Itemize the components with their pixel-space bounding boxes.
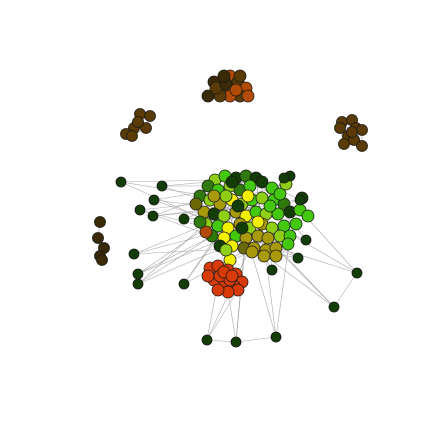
peripheral-node (178, 278, 190, 290)
central-node (219, 243, 233, 257)
peripheral-node (147, 210, 159, 222)
graph-edge (275, 247, 335, 308)
central-node (261, 231, 275, 245)
graph-edge (137, 235, 213, 285)
peripheral-node (178, 213, 190, 225)
upper-left-cluster-node (144, 110, 156, 122)
peripheral-node (132, 268, 144, 280)
central-node (245, 245, 259, 259)
central-node (251, 215, 265, 229)
central-node (263, 199, 277, 213)
central-node (255, 175, 269, 189)
central-node (193, 215, 207, 229)
central-node (225, 175, 239, 189)
peripheral-node (270, 331, 282, 343)
right-cluster-node (356, 140, 368, 152)
peripheral-node (128, 248, 140, 260)
upper-left-cluster-node (132, 116, 144, 128)
top-cluster-node (201, 89, 215, 103)
peripheral-node (351, 267, 363, 279)
orange-red-node (225, 269, 239, 283)
left-cluster-node (94, 216, 106, 228)
central-node (199, 225, 213, 239)
peripheral-node (266, 264, 278, 276)
right-cluster-node (338, 138, 350, 150)
central-node (231, 199, 245, 213)
peripheral-node (230, 336, 242, 348)
right-cluster-node (334, 122, 346, 134)
top-cluster-node (233, 69, 247, 83)
peripheral-node (134, 204, 146, 216)
central-node (235, 221, 249, 235)
orange-red-node (201, 269, 215, 283)
upper-left-cluster-node (140, 122, 152, 134)
peripheral-node (156, 180, 168, 192)
peripheral-node (201, 334, 213, 346)
graph-edge (275, 235, 291, 338)
peripheral-node (148, 194, 160, 206)
central-node (301, 209, 315, 223)
central-node (289, 217, 303, 231)
peripheral-node (300, 234, 312, 246)
central-node (241, 189, 255, 203)
peripheral-node (292, 252, 304, 264)
right-cluster-node (356, 124, 368, 136)
graph-edge (206, 289, 239, 341)
right-cluster-node (346, 126, 358, 138)
graph-edge (120, 179, 216, 183)
central-node (207, 189, 221, 203)
peripheral-node (294, 194, 306, 206)
central-node (273, 187, 287, 201)
top-cluster-node (229, 83, 243, 97)
central-node (189, 197, 203, 211)
orange-red-node (211, 283, 225, 297)
peripheral-node (278, 172, 290, 184)
left-cluster-node (92, 232, 104, 244)
upper-left-cluster-node (126, 130, 138, 142)
central-node (269, 249, 283, 263)
peripheral-node (328, 301, 340, 313)
nodes-layer (92, 69, 368, 348)
peripheral-node (132, 278, 144, 290)
top-cluster-node (241, 89, 255, 103)
graph-edge (227, 291, 237, 343)
graph-edge (333, 272, 358, 308)
central-node (217, 209, 231, 223)
peripheral-node (115, 176, 127, 188)
graph-edge (235, 336, 277, 343)
central-node (219, 189, 233, 203)
left-cluster-node (96, 254, 108, 266)
central-node (281, 237, 295, 251)
top-cluster-node (217, 69, 231, 83)
central-node (257, 249, 271, 263)
